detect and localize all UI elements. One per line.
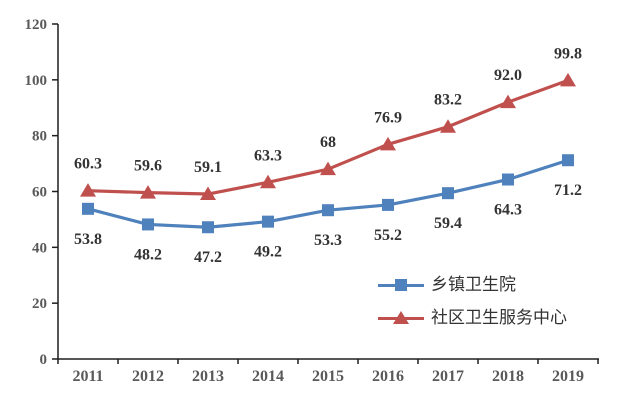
data-label: 53.8 [74,231,102,248]
data-point-triangle [320,161,336,176]
data-label: 92.0 [494,67,522,84]
data-point-triangle [260,174,276,189]
data-label: 60.3 [74,156,102,173]
data-point-triangle [380,136,396,151]
data-point-square [442,187,454,200]
data-label: 53.3 [314,232,342,249]
y-axis-tick-label: 40 [32,240,47,256]
x-axis-tick-label: 2015 [312,368,344,385]
data-label: 76.9 [374,109,402,126]
data-label: 49.2 [254,244,282,261]
data-label: 59.4 [434,215,462,232]
data-label: 99.8 [554,45,582,62]
x-axis-tick-label: 2014 [252,368,284,385]
legend-item-community: 社区卫生服务中心 [378,308,567,328]
data-point-square [202,221,214,234]
x-axis-tick-label: 2019 [552,368,584,385]
data-label: 63.3 [254,147,282,164]
square-marker-icon [395,279,407,291]
data-point-square [382,198,394,211]
legend-label-township: 乡镇卫生院 [431,275,516,294]
data-point-square [82,202,94,215]
data-point-square [322,204,334,217]
data-label: 48.2 [134,246,162,263]
data-label: 47.2 [194,249,222,266]
data-point-triangle [140,185,156,199]
data-point-triangle [80,183,96,197]
data-point-square [262,215,274,228]
data-label: 68 [320,134,336,151]
x-axis-tick-label: 2018 [492,368,524,385]
x-axis-tick-label: 2016 [372,368,404,385]
legend-item-township: 乡镇卫生院 [378,275,567,295]
x-axis-tick-label: 2017 [432,368,464,385]
data-point-triangle [560,72,576,87]
chart-legend: 乡镇卫生院 社区卫生服务中心 [378,275,567,328]
data-label: 64.3 [494,201,522,218]
data-point-triangle [200,186,216,201]
data-label: 59.6 [134,158,162,175]
legend-label-community: 社区卫生服务中心 [431,308,567,327]
y-axis-tick-label: 0 [40,352,48,368]
data-point-square [502,173,514,186]
x-axis-tick-label: 2013 [192,368,224,385]
y-axis-tick-label: 120 [25,17,48,33]
data-label: 55.2 [374,227,402,244]
data-label: 71.2 [554,182,582,199]
data-point-triangle [500,94,516,109]
legend-key-township [378,275,424,295]
data-point-triangle [440,119,456,133]
x-axis-tick-label: 2012 [132,368,164,385]
x-axis-tick-label: 2011 [72,368,103,385]
data-label: 83.2 [434,92,462,109]
data-point-square [562,154,574,167]
y-axis-tick-label: 60 [32,185,47,201]
data-label: 59.1 [194,159,222,176]
triangle-marker-icon [393,311,409,324]
y-axis-tick-label: 100 [25,73,48,89]
y-axis-tick-label: 20 [32,296,47,312]
y-axis-tick-label: 80 [32,129,47,145]
data-point-square [142,218,154,231]
legend-key-community [378,308,424,328]
